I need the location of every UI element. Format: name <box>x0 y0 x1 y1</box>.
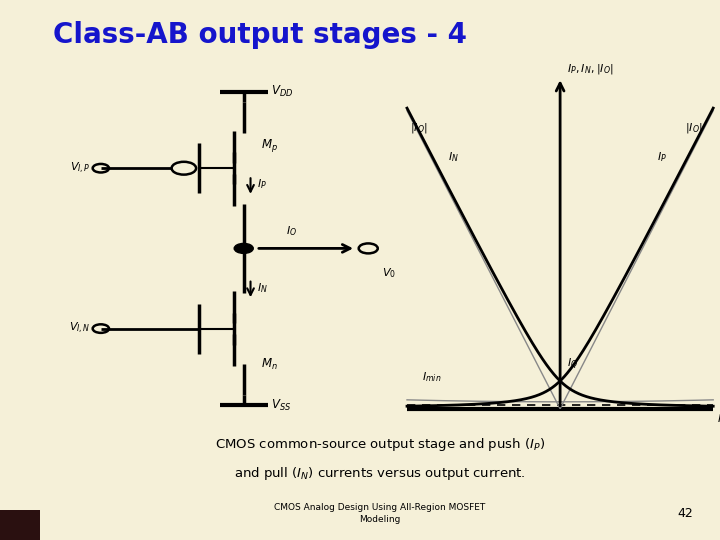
Text: $I_O$: $I_O$ <box>286 224 297 238</box>
Text: and pull ($I_N$) currents versus output current.: and pull ($I_N$) currents versus output … <box>234 465 526 482</box>
Text: $V_{I,P}$: $V_{I,P}$ <box>70 161 91 176</box>
Text: Class-AB output stages - 4: Class-AB output stages - 4 <box>53 21 467 49</box>
Text: $V_{DD}$: $V_{DD}$ <box>271 84 293 99</box>
Text: $I_P$: $I_P$ <box>257 177 267 191</box>
Text: $M_p$: $M_p$ <box>261 137 278 154</box>
Text: $V_{SS}$: $V_{SS}$ <box>271 397 291 413</box>
Text: $I_N$: $I_N$ <box>448 150 459 164</box>
Text: $I_Q$: $I_Q$ <box>567 356 578 372</box>
Text: $I_P, I_N, |I_O|$: $I_P, I_N, |I_O|$ <box>567 62 613 76</box>
Text: $|I_O|$: $|I_O|$ <box>685 121 703 135</box>
Text: CMOS common-source output stage and push ($I_P$): CMOS common-source output stage and push… <box>215 436 545 453</box>
Circle shape <box>234 244 253 253</box>
Text: $I_{min}$: $I_{min}$ <box>423 370 442 384</box>
Text: $|I_O|$: $|I_O|$ <box>410 121 428 135</box>
Text: $I_0$: $I_0$ <box>716 413 720 426</box>
Text: $I_N$: $I_N$ <box>257 281 269 294</box>
Text: $V_0$: $V_0$ <box>382 266 396 280</box>
Text: $M_n$: $M_n$ <box>261 357 277 372</box>
Text: $V_{I,N}$: $V_{I,N}$ <box>69 321 91 336</box>
Text: CMOS Analog Design Using All-Region MOSFET
Modeling: CMOS Analog Design Using All-Region MOSF… <box>274 503 485 524</box>
Text: 42: 42 <box>677 507 693 520</box>
Text: $I_P$: $I_P$ <box>657 150 667 164</box>
Bar <box>0 510 40 540</box>
